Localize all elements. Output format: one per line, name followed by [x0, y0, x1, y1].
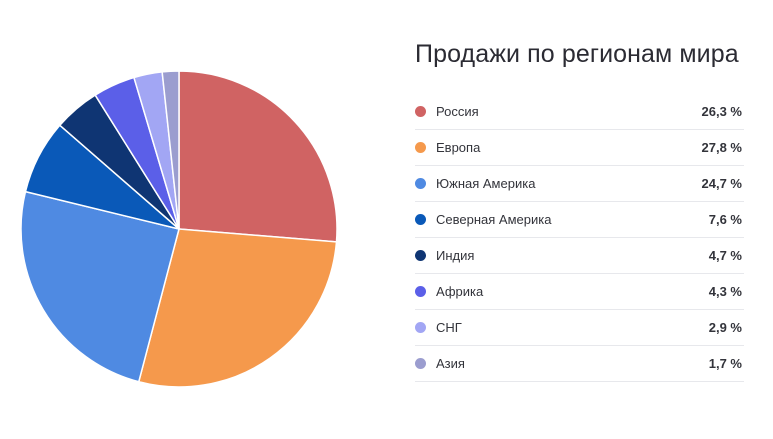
legend-label: Африка	[436, 284, 484, 299]
pie-slice-1	[178, 70, 338, 243]
legend-label: Азия	[436, 356, 465, 371]
legend-swatch	[415, 322, 426, 333]
legend-item: Россия 26,3 %	[415, 94, 744, 130]
legend-swatch	[415, 106, 426, 117]
legend-item: Южная Америка 24,7 %	[415, 166, 744, 202]
legend-value: 24,7 %	[701, 176, 742, 191]
legend-value: 4,3 %	[708, 284, 742, 299]
legend-swatch	[415, 178, 426, 189]
legend-value: 4,7 %	[708, 248, 742, 263]
chart-title: Продажи по регионам мира	[415, 40, 739, 68]
legend-value: 27,8 %	[701, 140, 742, 155]
legend-label: Россия	[436, 104, 479, 119]
pie-chart	[20, 70, 338, 388]
legend: Россия 26,3 % Европа 27,8 % Южная Америка 24,…	[415, 94, 744, 382]
pie-slice-2	[137, 228, 338, 388]
legend-item: Азия 1,7 %	[415, 346, 744, 382]
legend-label: Индия	[436, 248, 475, 263]
pie-slice-3	[20, 190, 180, 383]
legend-value: 1,7 %	[708, 356, 742, 371]
legend-value: 26,3 %	[701, 104, 742, 119]
legend-label: Южная Америка	[436, 176, 536, 191]
legend-swatch	[415, 286, 426, 297]
legend-label: Северная Америка	[436, 212, 552, 227]
legend-label: Европа	[436, 140, 481, 155]
legend-item: Африка 4,3 %	[415, 274, 744, 310]
legend-item: Индия 4,7 %	[415, 238, 744, 274]
legend-swatch	[415, 358, 426, 369]
legend-swatch	[415, 214, 426, 225]
legend-label: СНГ	[436, 320, 462, 335]
pie-slices	[20, 70, 338, 388]
legend-item: Европа 27,8 %	[415, 130, 744, 166]
legend-swatch	[415, 142, 426, 153]
legend-value: 2,9 %	[708, 320, 742, 335]
legend-value: 7,6 %	[708, 212, 742, 227]
legend-item: Северная Америка 7,6 %	[415, 202, 744, 238]
pie-slice-8	[161, 70, 180, 230]
legend-item: СНГ 2,9 %	[415, 310, 744, 346]
legend-swatch	[415, 250, 426, 261]
